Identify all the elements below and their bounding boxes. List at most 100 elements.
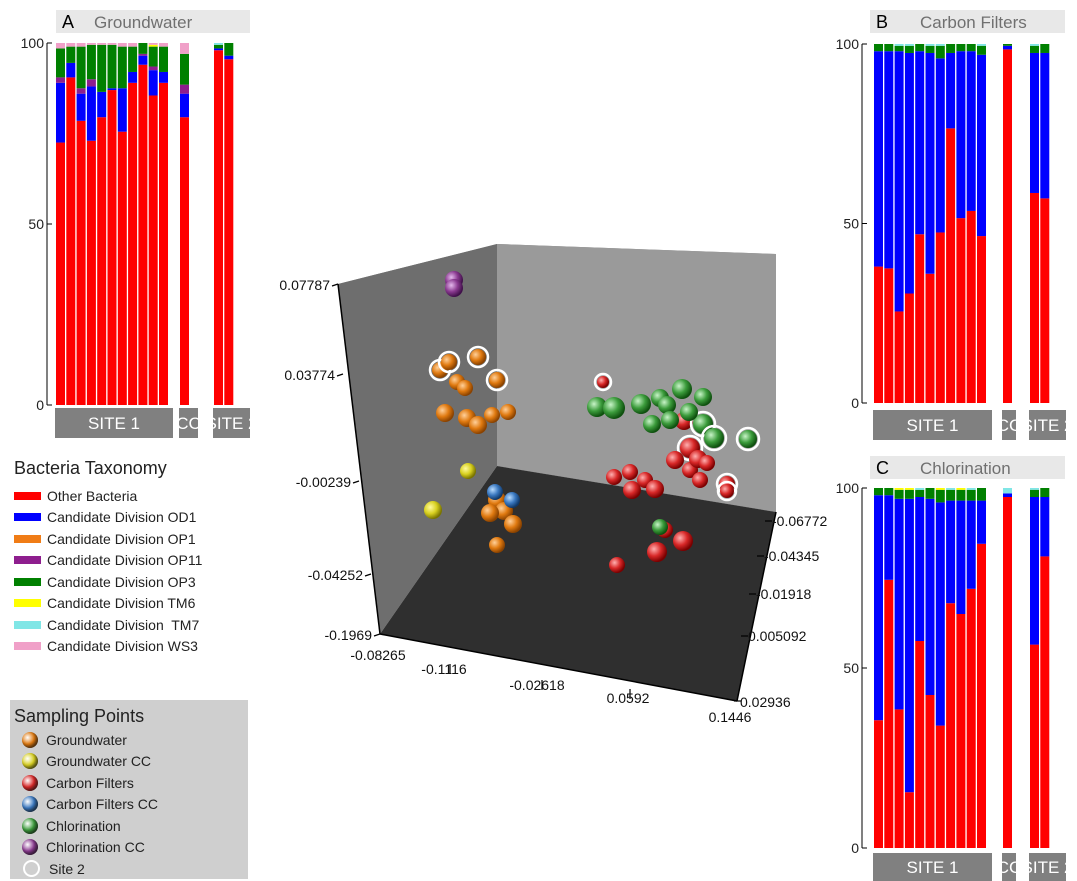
bar-segment	[180, 43, 189, 54]
tick	[336, 373, 344, 377]
taxonomy-legend-item: Other Bacteria	[14, 485, 244, 507]
bar-segment	[904, 52, 914, 294]
scatter-point	[720, 484, 734, 498]
y-tick-label: 100	[21, 35, 45, 51]
bar-segment	[915, 234, 925, 403]
bar-segment	[97, 43, 107, 45]
bar-segment	[925, 273, 935, 403]
scatter-point	[643, 415, 661, 433]
bar-segment	[117, 46, 127, 89]
group-label-box	[873, 853, 992, 881]
bar-segment	[884, 495, 894, 580]
site2-ring	[485, 368, 509, 392]
panel-b-letter: B	[876, 12, 888, 32]
bar-segment	[935, 232, 945, 403]
bar-segment	[128, 71, 138, 83]
y-tick-label: 50	[843, 216, 859, 232]
group-label-box	[55, 408, 173, 438]
scatter-point	[489, 537, 505, 553]
bar-segment	[894, 709, 904, 848]
pcoa-3d-plot: 0.07787 0.03774 -0.00239 -0.04252 -0.1969 -0.…	[279, 244, 827, 725]
bar-segment	[76, 93, 86, 121]
y-tick-label: 100	[836, 36, 860, 52]
bar-segment	[977, 543, 986, 848]
sampling-legend-item: Groundwater CC	[14, 751, 244, 773]
bar-segment	[128, 43, 138, 47]
group-label: SITE 2	[1022, 858, 1074, 877]
bar-segment	[1030, 192, 1039, 403]
bar-segment	[148, 44, 158, 47]
bar-segment	[946, 603, 956, 848]
bar-segment	[56, 43, 65, 49]
bar-segment	[884, 579, 894, 848]
bar-segment	[1003, 44, 1012, 46]
bar-segment	[180, 93, 189, 118]
tick	[331, 283, 339, 287]
bar-segment	[138, 43, 148, 54]
bar-segment	[956, 488, 966, 490]
site2-ring	[735, 426, 761, 452]
bar-segment	[76, 46, 86, 89]
bar-segment	[925, 488, 935, 499]
bar-segment	[884, 488, 894, 496]
sampling-legend: Sampling Points Groundwater Groundwater C…	[10, 700, 248, 879]
bar-segment	[1040, 556, 1050, 848]
scatter-point	[692, 472, 708, 488]
bar-segment	[925, 498, 935, 695]
bar-segment	[180, 117, 189, 406]
legend-label: Chlorination	[46, 817, 121, 834]
bar-segment	[915, 489, 925, 497]
bar-segment	[915, 51, 925, 235]
scatter-point	[606, 469, 622, 485]
bar-segment	[97, 91, 107, 118]
group-label: SITE 2	[206, 414, 258, 433]
bar-segment	[874, 44, 883, 52]
bar-segment	[966, 44, 976, 52]
sampling-legend-item: Groundwater	[14, 729, 244, 751]
bar-segment	[894, 489, 904, 499]
group-label-box	[179, 408, 198, 438]
bar-segment	[904, 489, 914, 499]
legend-label: Candidate Division OD1	[47, 509, 197, 526]
side-tick-label: 0.005092	[748, 628, 807, 644]
scatter-point	[680, 403, 698, 421]
scatter-point	[623, 481, 641, 499]
bar-segment	[915, 641, 925, 848]
bar-segment	[1003, 497, 1012, 848]
legend-label: Candidate Division WS3	[47, 638, 198, 655]
bar-segment	[935, 725, 945, 848]
bar-segment	[1003, 49, 1012, 403]
bar-segment	[1003, 45, 1012, 50]
taxonomy-legend-item: Candidate Division OP1	[14, 528, 244, 550]
bar-segment	[86, 140, 96, 406]
y-tick-label: 0	[36, 397, 44, 413]
scatter-point	[436, 404, 454, 422]
scatter-point	[504, 515, 522, 533]
bar-segment	[946, 44, 956, 53]
bar-segment	[56, 48, 65, 78]
bar-segment	[977, 45, 986, 55]
front-tick-label: -0.02618	[509, 677, 564, 693]
bar-segment	[956, 218, 966, 403]
legend-label: Groundwater	[46, 731, 127, 748]
group-label-box	[213, 408, 250, 438]
bar-segment	[956, 614, 966, 848]
side-axis-line	[736, 511, 777, 702]
bar-segment	[214, 43, 223, 45]
panel-a-bars	[56, 43, 234, 406]
legend-label: Candidate Division OP11	[47, 552, 203, 569]
legend-swatch	[14, 577, 41, 586]
panel-b-title: Carbon Filters	[920, 13, 1027, 32]
scatter-point	[699, 455, 715, 471]
bar-segment	[977, 54, 986, 237]
bar-segment	[56, 77, 65, 83]
y-tick-label: 100	[836, 480, 860, 496]
bar-segment	[180, 53, 189, 85]
bar-segment	[159, 43, 168, 47]
bar-segment	[894, 311, 904, 403]
legend-label: Candidate Division TM7	[47, 616, 200, 633]
panel-a-y-axis: 0 50 100	[21, 35, 52, 413]
legend-swatch	[14, 556, 41, 565]
tick	[364, 573, 372, 577]
bar-segment	[76, 88, 86, 94]
